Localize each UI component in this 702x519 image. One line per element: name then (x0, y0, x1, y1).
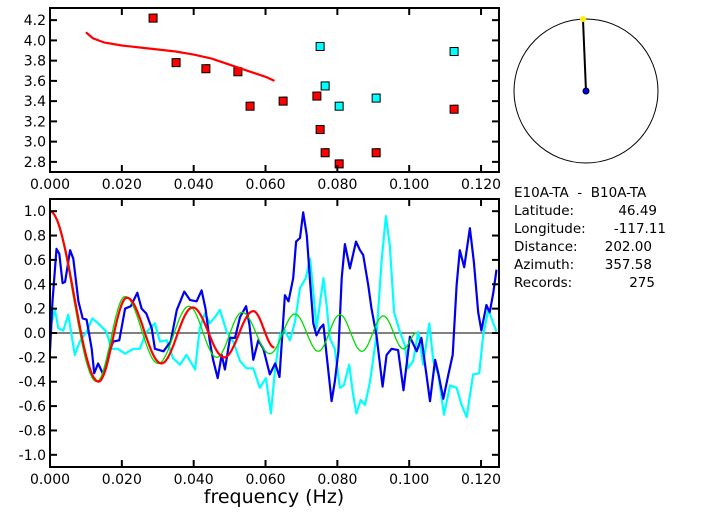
latitude-value: 46.49 (618, 203, 657, 219)
cyan-points-marker (315, 41, 325, 51)
red-points-marker (371, 148, 381, 158)
red-points-marker (334, 159, 344, 169)
y-tick-label: -0.2 (19, 350, 46, 366)
red-points-marker (171, 58, 181, 68)
red-points-marker (449, 104, 459, 114)
records-value: 275 (629, 275, 655, 291)
dial-circle (513, 18, 659, 164)
plot-frame (49, 7, 500, 173)
x-tick-label: 0.120 (461, 177, 501, 193)
azimuth-value: 357.58 (605, 257, 652, 273)
azimuth-needle (581, 19, 587, 92)
x-tick-label: 0.020 (102, 472, 142, 488)
y-tick-label: 0.6 (24, 253, 46, 269)
x-tick-label: 0.080 (317, 472, 357, 488)
x-tick-label: 0.000 (30, 177, 70, 193)
y-tick-label: -0.4 (19, 375, 46, 391)
cyan-points-marker (449, 47, 459, 57)
blue-series-line (48, 211, 498, 403)
distance-value: 202.00 (605, 239, 652, 255)
dispersion-plot: 0.000 0.020 0.040 0.060 0.080 0.100 0.120 2.8 3.… (24, 7, 501, 193)
red-points-marker (245, 101, 255, 111)
red-points-marker (315, 124, 325, 134)
station-info: E10A-TA - B10A-TA Latitude: 46.49 Longit… (514, 185, 666, 291)
x-tick-label: 0.000 (30, 472, 70, 488)
red-points-marker (278, 96, 288, 106)
red-points-marker (312, 91, 322, 101)
y-tick-label: 3.6 (24, 74, 46, 90)
y-tick-label: -0.8 (19, 423, 46, 439)
longitude-label: Longitude: (514, 221, 586, 237)
y-tick-label: 3.0 (24, 135, 46, 151)
y-tick-label: -0.6 (19, 399, 46, 415)
y-tick-label: 3.2 (24, 114, 46, 130)
red-series-line (49, 210, 275, 383)
azimuth-label: Azimuth: (514, 257, 574, 273)
y-tick-label: 0.8 (24, 229, 46, 245)
cyan-points-marker (371, 93, 381, 103)
station-marker (579, 16, 586, 23)
y-tick-label: 4.2 (24, 13, 46, 29)
x-tick-label: 0.100 (389, 177, 429, 193)
x-axis-label: frequency (Hz) (204, 486, 344, 508)
y-tick-label: 0.2 (24, 302, 46, 318)
station-pair-title: E10A-TA - B10A-TA (514, 185, 647, 201)
x-tick-label: 0.080 (317, 177, 357, 193)
y-tick-label: -1.0 (19, 448, 46, 464)
y-tick-label: 2.8 (24, 155, 46, 171)
green-series-line (49, 210, 417, 383)
latitude-label: Latitude: (514, 203, 574, 219)
x-tick-label: 0.060 (245, 177, 285, 193)
center-marker (582, 87, 590, 95)
longitude-value: -117.11 (614, 221, 666, 237)
x-tick-label: 0.100 (389, 472, 429, 488)
y-tick-label: 4.0 (24, 33, 46, 49)
red-points-marker (201, 64, 211, 74)
correlation-plot: 0.000 0.020 0.040 0.060 0.080 0.100 0.120 -1.0 -… (19, 198, 501, 488)
azimuth-dial (513, 16, 659, 164)
x-tick-label: 0.060 (245, 472, 285, 488)
x-tick-label: 0.040 (174, 472, 214, 488)
y-tick-label: 0.4 (24, 277, 46, 293)
y-tick-label: 0.0 (24, 326, 46, 342)
y-tick-label: 3.8 (24, 54, 46, 70)
cyan-points-marker (334, 101, 344, 111)
y-tick-label: 1.0 (24, 204, 46, 220)
distance-label: Distance: (514, 239, 578, 255)
records-label: Records: (514, 275, 572, 291)
red-points-marker (320, 148, 330, 158)
x-tick-label: 0.120 (461, 472, 501, 488)
x-tick-label: 0.040 (174, 177, 214, 193)
x-tick-label: 0.020 (102, 177, 142, 193)
cyan-series-line (48, 215, 498, 419)
red-curve-series-line (85, 31, 275, 82)
red-points-marker (148, 13, 158, 23)
y-tick-label: 3.4 (24, 94, 46, 110)
cyan-points-marker (320, 81, 330, 91)
